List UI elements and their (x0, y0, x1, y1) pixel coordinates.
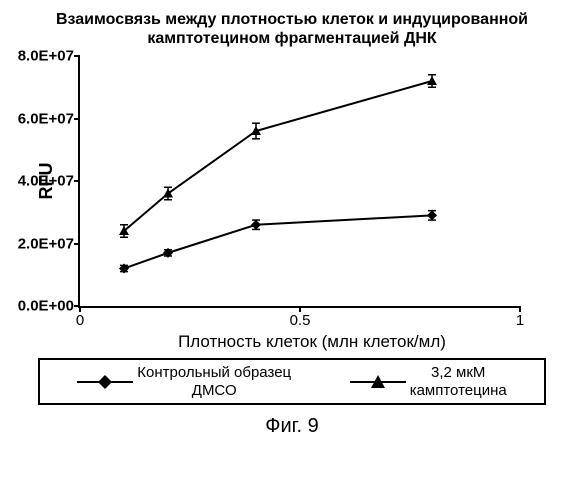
x-axis-label: Плотность клеток (млн клеток/мл) (78, 332, 546, 352)
legend-label-control: Контрольный образец ДМСО (137, 364, 291, 399)
legend: Контрольный образец ДМСО 3,2 мкМ камптот… (38, 358, 546, 405)
legend-marker-control (77, 372, 133, 392)
legend-item-campto: 3,2 мкМ камптотецина (350, 364, 507, 399)
y-tick-label: 8.0E+07 (18, 48, 80, 65)
y-tick-label: 4.0E+07 (18, 173, 80, 190)
title-line2: камптотецином фрагментацией ДНК (147, 30, 436, 47)
x-tick-mark (299, 306, 301, 312)
y-tick-mark (74, 180, 80, 182)
y-tick-mark (74, 243, 80, 245)
x-tick-mark (519, 306, 521, 312)
y-tick-label: 0.0E+00 (18, 298, 80, 315)
legend-marker-campto (350, 372, 406, 392)
y-tick-mark (74, 118, 80, 120)
y-tick-label: 6.0E+07 (18, 110, 80, 127)
y-tick-label: 2.0E+07 (18, 235, 80, 252)
y-tick-mark (74, 55, 80, 57)
chart-title: Взаимосвязь между плотностью клеток и ин… (18, 10, 566, 48)
chart-wrap: RFU 0.0E+002.0E+074.0E+076.0E+078.0E+070… (78, 56, 546, 352)
legend-item-control: Контрольный образец ДМСО (77, 364, 291, 399)
figure-caption: Фиг. 9 (18, 415, 566, 438)
x-tick-mark (79, 306, 81, 312)
plot-svg (80, 56, 520, 306)
title-line1: Взаимосвязь между плотностью клеток и ин… (56, 11, 528, 28)
plot-area: RFU 0.0E+002.0E+074.0E+076.0E+078.0E+070… (78, 56, 520, 308)
legend-label-campto: 3,2 мкМ камптотецина (410, 364, 507, 399)
